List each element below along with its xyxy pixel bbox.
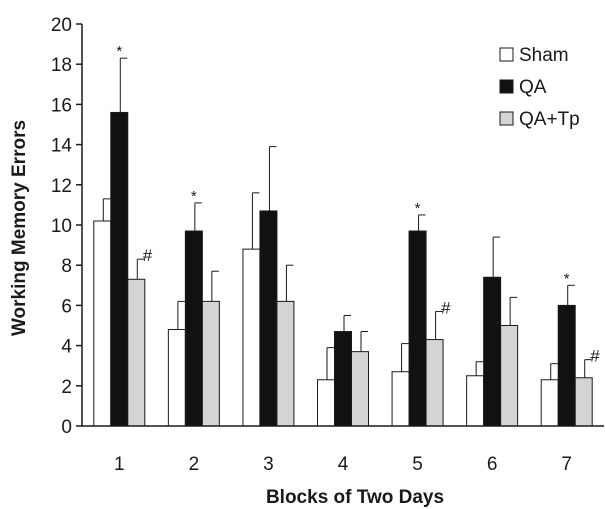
bar-sham-5 bbox=[391, 371, 410, 427]
legend-swatch-qa bbox=[499, 79, 514, 94]
legend-label: Sham bbox=[519, 45, 569, 66]
y-tick-label: 16 bbox=[51, 95, 72, 116]
legend: Sham QA QA+Tp bbox=[499, 45, 580, 130]
bar-sham-7 bbox=[540, 379, 559, 427]
y-tick-label: 0 bbox=[61, 417, 72, 438]
x-tick-label: 4 bbox=[338, 454, 349, 475]
y-tick-label: 14 bbox=[51, 136, 73, 157]
y-tick-label: 18 bbox=[51, 55, 72, 76]
bar-qa-tp-5 bbox=[425, 339, 444, 427]
y-tick-label: 12 bbox=[51, 176, 72, 197]
bar-qa-5 bbox=[408, 230, 427, 427]
bar-qa-6 bbox=[483, 276, 502, 427]
significance-star: * bbox=[415, 200, 421, 217]
bar-qa-3 bbox=[259, 210, 278, 427]
y-tick-label: 10 bbox=[51, 216, 72, 237]
significance-hash: # bbox=[441, 298, 451, 317]
legend-swatch-sham bbox=[499, 47, 514, 62]
x-tick-label: 2 bbox=[189, 454, 200, 475]
y-axis-title: Working Memory Errors bbox=[9, 120, 30, 336]
bar-qa-2 bbox=[184, 230, 203, 427]
bar-qa-tp-6 bbox=[500, 325, 519, 427]
bar-qa-tp-7 bbox=[574, 377, 593, 427]
bar-qa-tp-4 bbox=[351, 351, 369, 427]
x-tick-label: 5 bbox=[412, 454, 423, 475]
y-tick-label: 6 bbox=[61, 296, 72, 317]
bar-qa-tp-1 bbox=[127, 278, 146, 427]
x-axis-ticks: 1 2 3 4 5 6 7 bbox=[114, 454, 572, 475]
legend-label: QA+Tp bbox=[519, 109, 580, 130]
y-tick-label: 20 bbox=[51, 15, 72, 36]
x-axis-title: Blocks of Two Days bbox=[266, 487, 444, 508]
bar-qa-1 bbox=[110, 111, 129, 427]
y-tick-label: 8 bbox=[61, 256, 72, 277]
bar-sham-4 bbox=[317, 379, 335, 427]
bar-qa-tp-2 bbox=[201, 300, 220, 427]
legend-swatch-qa-tp bbox=[499, 111, 514, 126]
bar-qa-4 bbox=[334, 331, 352, 427]
bar-series bbox=[93, 57, 593, 427]
bar-qa-tp-3 bbox=[276, 300, 295, 427]
y-tick-label: 2 bbox=[61, 377, 72, 398]
x-tick-label: 7 bbox=[561, 454, 572, 475]
significance-star: * bbox=[116, 43, 122, 60]
significance-hash: # bbox=[143, 246, 153, 265]
bar-sham-2 bbox=[167, 329, 186, 427]
x-tick-label: 3 bbox=[263, 454, 274, 475]
x-tick-label: 1 bbox=[114, 454, 125, 475]
bar-qa-7 bbox=[557, 304, 576, 427]
significance-hash: # bbox=[590, 347, 600, 366]
bar-sham-1 bbox=[93, 220, 112, 427]
x-tick-label: 6 bbox=[487, 454, 498, 475]
significance-star: * bbox=[564, 270, 570, 287]
y-tick-label: 4 bbox=[61, 337, 72, 358]
legend-label: QA bbox=[519, 77, 547, 98]
significance-star: * bbox=[191, 188, 197, 205]
significance-markers: * # * * # * # bbox=[116, 43, 600, 366]
bar-sham-6 bbox=[466, 375, 485, 427]
axes bbox=[81, 24, 604, 427]
bar-sham-3 bbox=[242, 248, 261, 427]
y-axis-ticks: 0 2 4 6 8 10 12 14 16 18 20 bbox=[51, 15, 82, 438]
